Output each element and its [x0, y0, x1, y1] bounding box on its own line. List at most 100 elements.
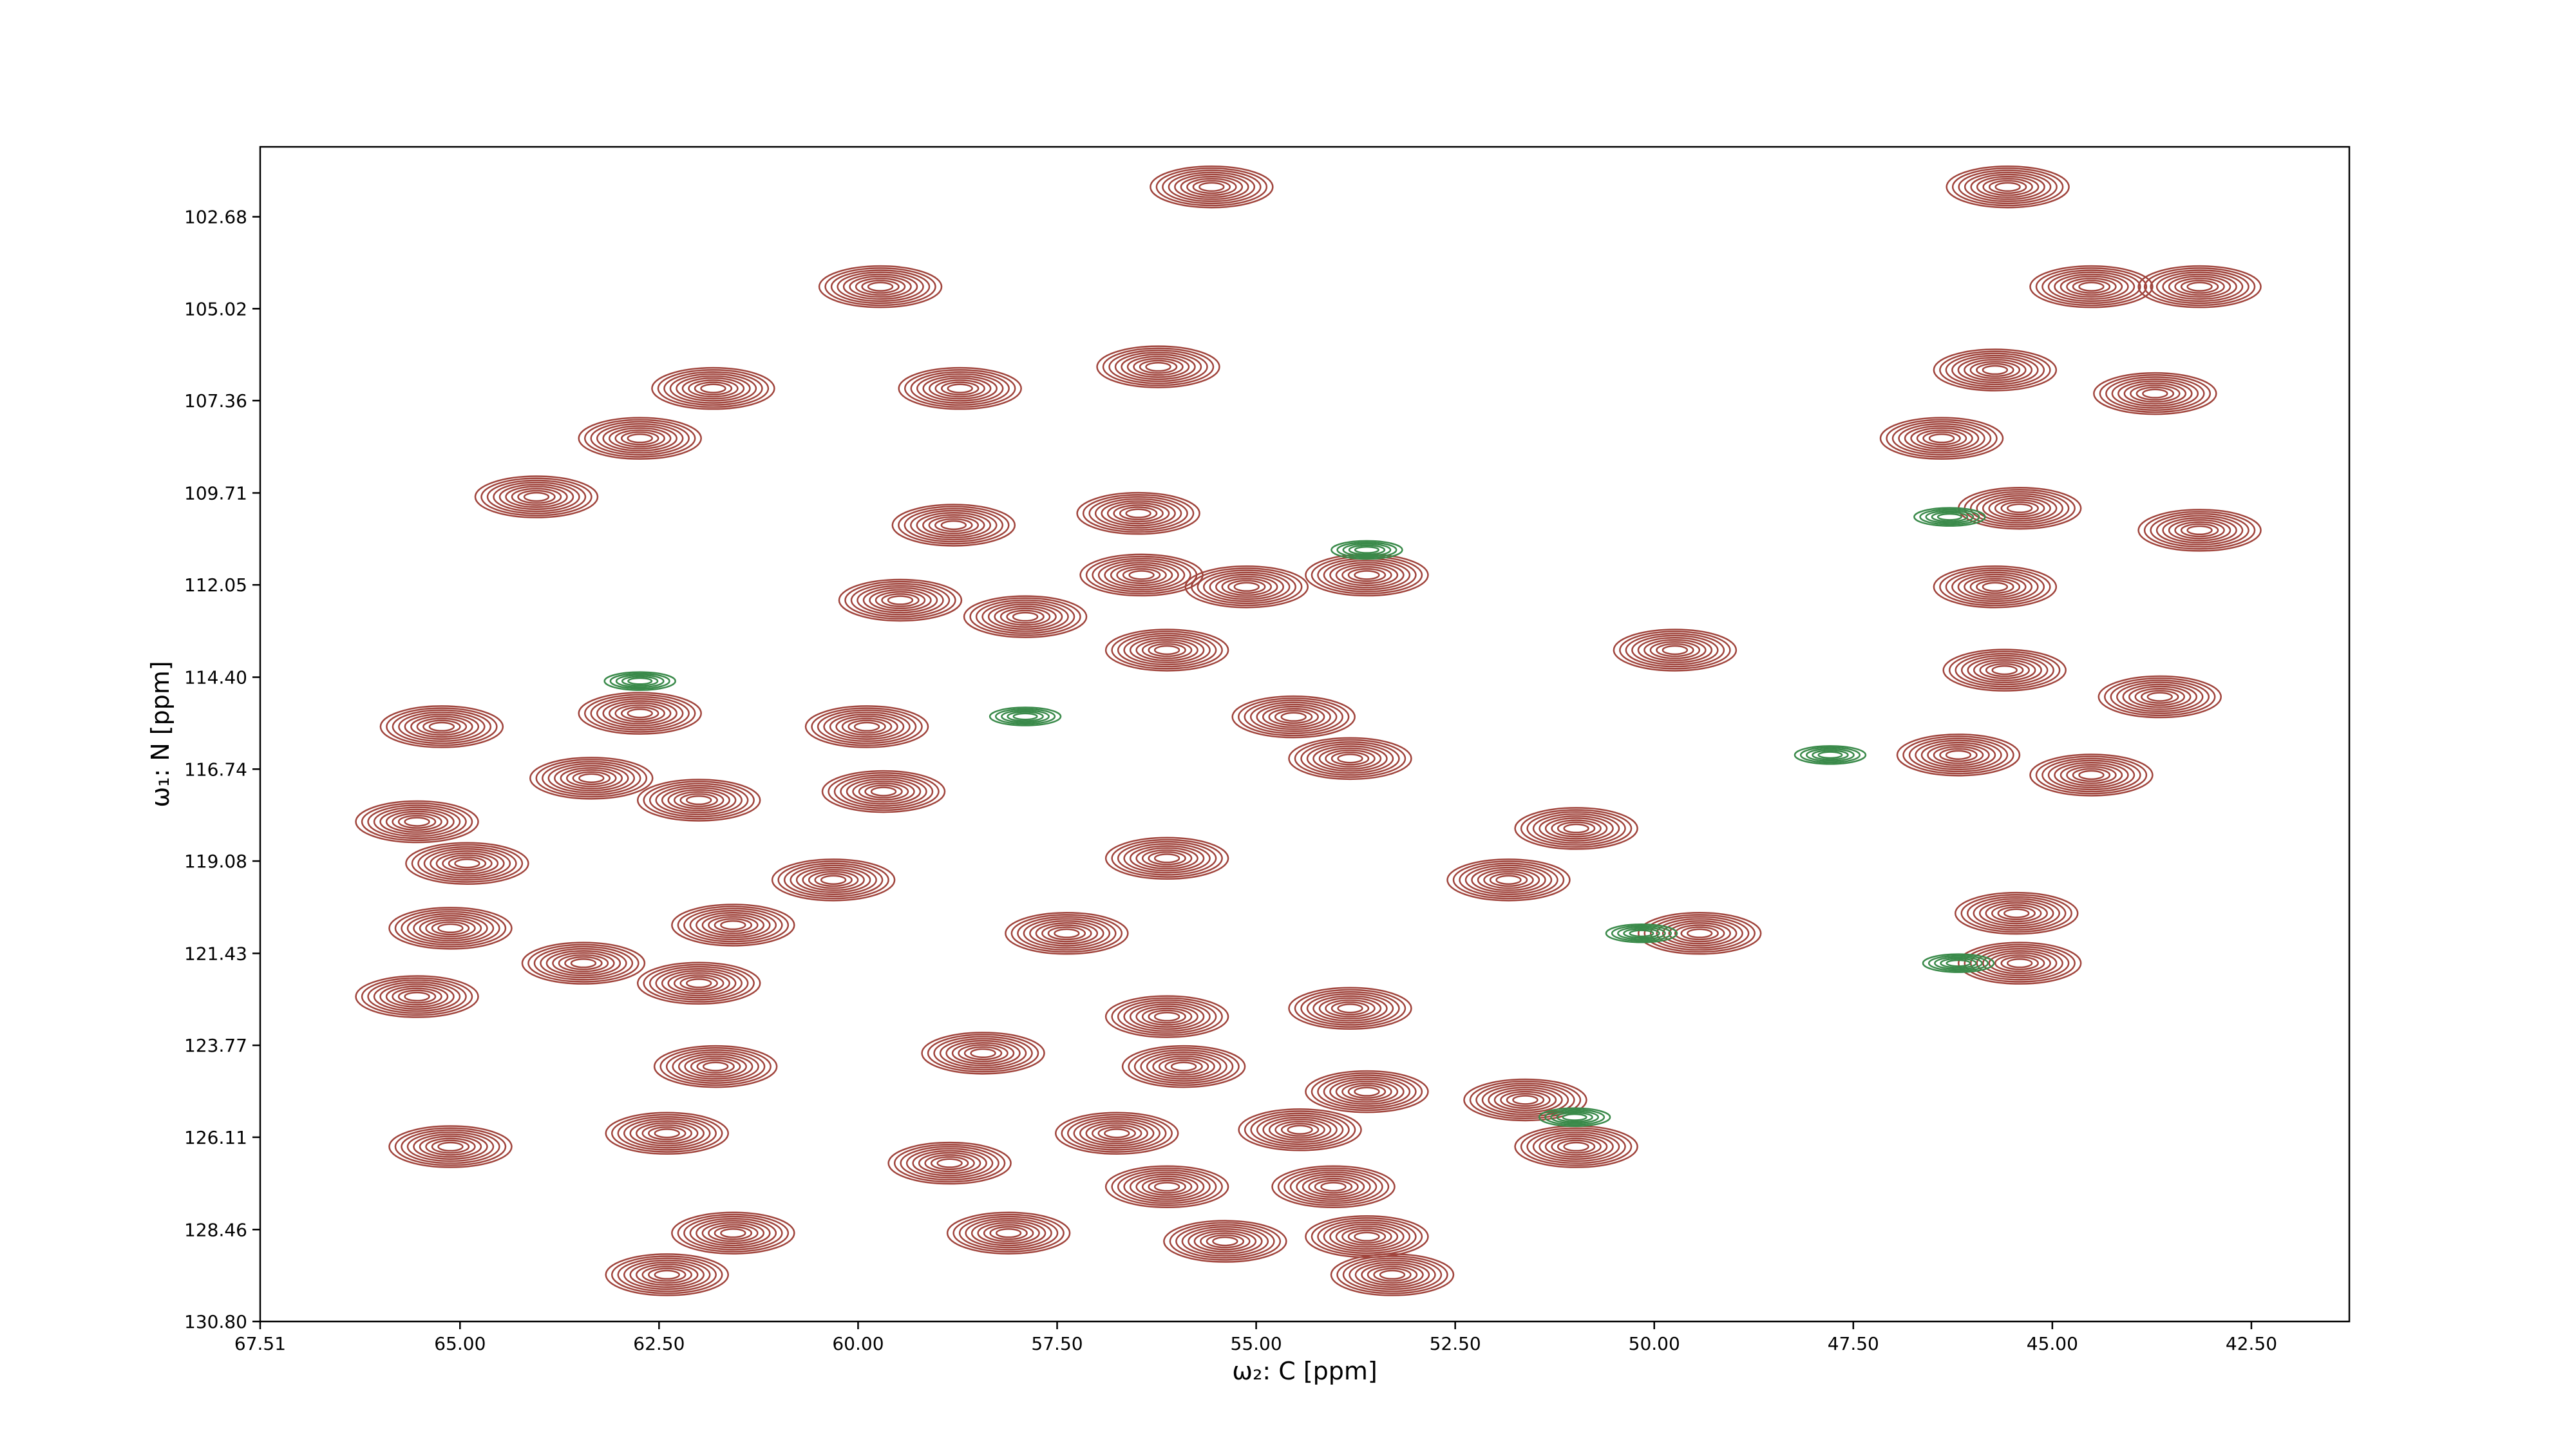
contour-ring: [904, 507, 1004, 543]
contour-ring: [1799, 746, 1861, 764]
contour-ring: [394, 909, 507, 948]
peak: [651, 366, 775, 410]
contour-ring: [1951, 167, 2064, 207]
contour-ring: [683, 1215, 783, 1251]
contour-ring: [2162, 273, 2237, 300]
contour-ring: [864, 784, 903, 799]
contour-ring: [1317, 558, 1417, 592]
contour-ring: [1244, 699, 1343, 735]
contour-ring: [647, 1126, 687, 1141]
contour-ring: [1169, 1222, 1282, 1261]
contour-ring: [841, 717, 893, 736]
contour-ring: [1563, 1141, 1589, 1152]
contour-ring: [361, 802, 473, 842]
contour-ring: [1336, 541, 1397, 558]
contour-ring: [486, 479, 587, 515]
contour-ring: [1979, 661, 2030, 679]
peak: [355, 975, 479, 1018]
contour-ring: [373, 981, 461, 1012]
contour-ring: [1330, 1253, 1455, 1296]
contour-ring: [1637, 637, 1713, 663]
contour-ring: [1982, 365, 2009, 375]
contour-ring: [545, 950, 621, 977]
contour-ring: [1104, 562, 1179, 589]
contour-ring: [708, 916, 759, 934]
contour-ring: [1335, 1225, 1399, 1248]
contour-ring: [647, 1267, 687, 1282]
contour-ring: [1532, 1131, 1620, 1162]
contour-ring: [714, 918, 753, 933]
contour-ring: [1481, 1084, 1569, 1115]
contour-ring: [578, 417, 702, 460]
contour-ring: [1354, 1261, 1430, 1288]
contour-ring: [410, 715, 473, 738]
peak: [1514, 807, 1638, 850]
contour-ring: [1991, 665, 2018, 676]
contour-ring: [398, 711, 486, 743]
contour-ring: [1997, 906, 2036, 921]
contour-ring: [1988, 180, 2027, 194]
x-tick-label: 57.50: [1031, 1333, 1083, 1354]
contour-ring: [657, 369, 770, 408]
contour-ring: [1966, 896, 2067, 931]
contour-ring: [641, 1265, 692, 1284]
contour-ring: [2137, 509, 2262, 552]
contour-ring: [2072, 279, 2111, 294]
contour-ring: [388, 907, 513, 950]
contour-ring: [2162, 516, 2237, 544]
contour-ring: [2000, 501, 2039, 516]
contour-ring: [1886, 419, 1998, 458]
contour-ring: [1148, 851, 1186, 866]
contour-ring: [1119, 506, 1158, 521]
contour-ring: [392, 987, 442, 1006]
peak: [671, 904, 795, 947]
contour-ring: [1314, 1179, 1353, 1194]
contour-ring: [1495, 875, 1522, 885]
contour-ring: [850, 583, 951, 618]
contour-ring: [1129, 845, 1205, 872]
contour-ring: [1073, 1118, 1160, 1149]
contour-ring: [1200, 1232, 1251, 1251]
contour-ring: [1946, 959, 1971, 967]
contour-ring: [392, 812, 442, 831]
contour-ring: [1348, 544, 1386, 556]
contour-ring: [1951, 571, 2039, 602]
contour-ring: [1094, 498, 1182, 529]
contour-ring: [1153, 645, 1180, 656]
peak: [921, 1032, 1045, 1075]
contour-ring: [696, 1059, 735, 1074]
contour-ring: [1320, 1182, 1347, 1192]
contour-ring: [521, 942, 646, 985]
contour-ring: [1076, 491, 1200, 535]
peak: [1271, 1165, 1396, 1209]
contour-ring: [578, 773, 605, 783]
contour-ring: [1141, 1177, 1193, 1196]
contour-ring: [401, 911, 500, 946]
contour-ring: [1102, 347, 1215, 386]
contour-ring: [373, 806, 461, 837]
plot-area: [355, 165, 2262, 1296]
contour-ring: [1539, 1133, 1614, 1160]
contour-ring: [1806, 748, 1855, 762]
contour-ring: [2168, 275, 2231, 298]
contour-ring: [679, 793, 718, 808]
contour-ring: [1475, 1083, 1575, 1117]
contour-ring: [2168, 519, 2231, 542]
contour-ring: [1283, 1169, 1383, 1204]
contour-ring: [1206, 1234, 1245, 1249]
contour-ring: [922, 514, 985, 536]
peak: [653, 1045, 778, 1088]
contour-ring: [570, 958, 597, 969]
contour-ring: [643, 781, 755, 820]
peak: [838, 578, 963, 622]
contour-ring: [893, 1144, 1006, 1183]
contour-ring: [1794, 745, 1867, 765]
contour-ring: [635, 1264, 699, 1286]
contour-ring: [830, 269, 931, 305]
contour-ring: [1976, 580, 2014, 594]
contour-ring: [690, 1057, 741, 1076]
contour-ring: [540, 947, 627, 979]
contour-ring: [651, 366, 775, 410]
contour-ring: [1964, 359, 2027, 381]
contour-ring: [842, 273, 918, 300]
